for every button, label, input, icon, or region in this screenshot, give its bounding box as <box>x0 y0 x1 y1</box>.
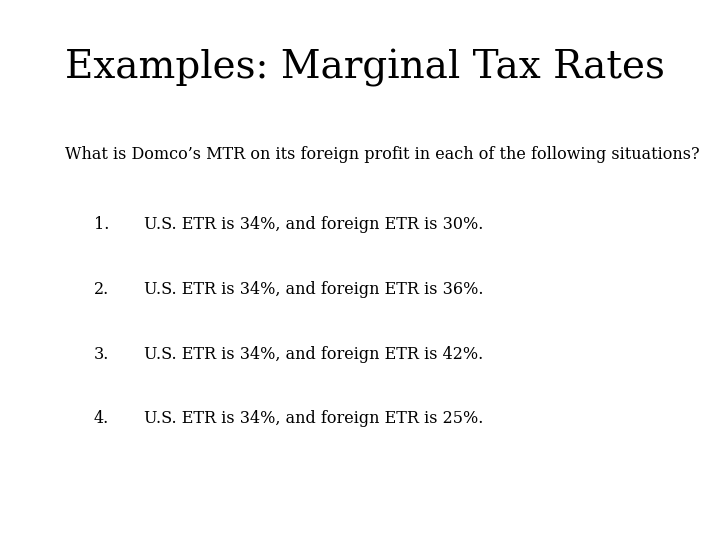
Text: 1.: 1. <box>94 216 109 233</box>
Text: U.S. ETR is 34%, and foreign ETR is 42%.: U.S. ETR is 34%, and foreign ETR is 42%. <box>144 346 483 362</box>
Text: 3.: 3. <box>94 346 109 362</box>
Text: What is Domco’s MTR on its foreign profit in each of the following situations?: What is Domco’s MTR on its foreign profi… <box>65 146 699 163</box>
Text: U.S. ETR is 34%, and foreign ETR is 30%.: U.S. ETR is 34%, and foreign ETR is 30%. <box>144 216 483 233</box>
Text: Examples: Marginal Tax Rates: Examples: Marginal Tax Rates <box>65 49 665 86</box>
Text: U.S. ETR is 34%, and foreign ETR is 36%.: U.S. ETR is 34%, and foreign ETR is 36%. <box>144 281 484 298</box>
Text: 4.: 4. <box>94 410 109 427</box>
Text: 2.: 2. <box>94 281 109 298</box>
Text: U.S. ETR is 34%, and foreign ETR is 25%.: U.S. ETR is 34%, and foreign ETR is 25%. <box>144 410 483 427</box>
